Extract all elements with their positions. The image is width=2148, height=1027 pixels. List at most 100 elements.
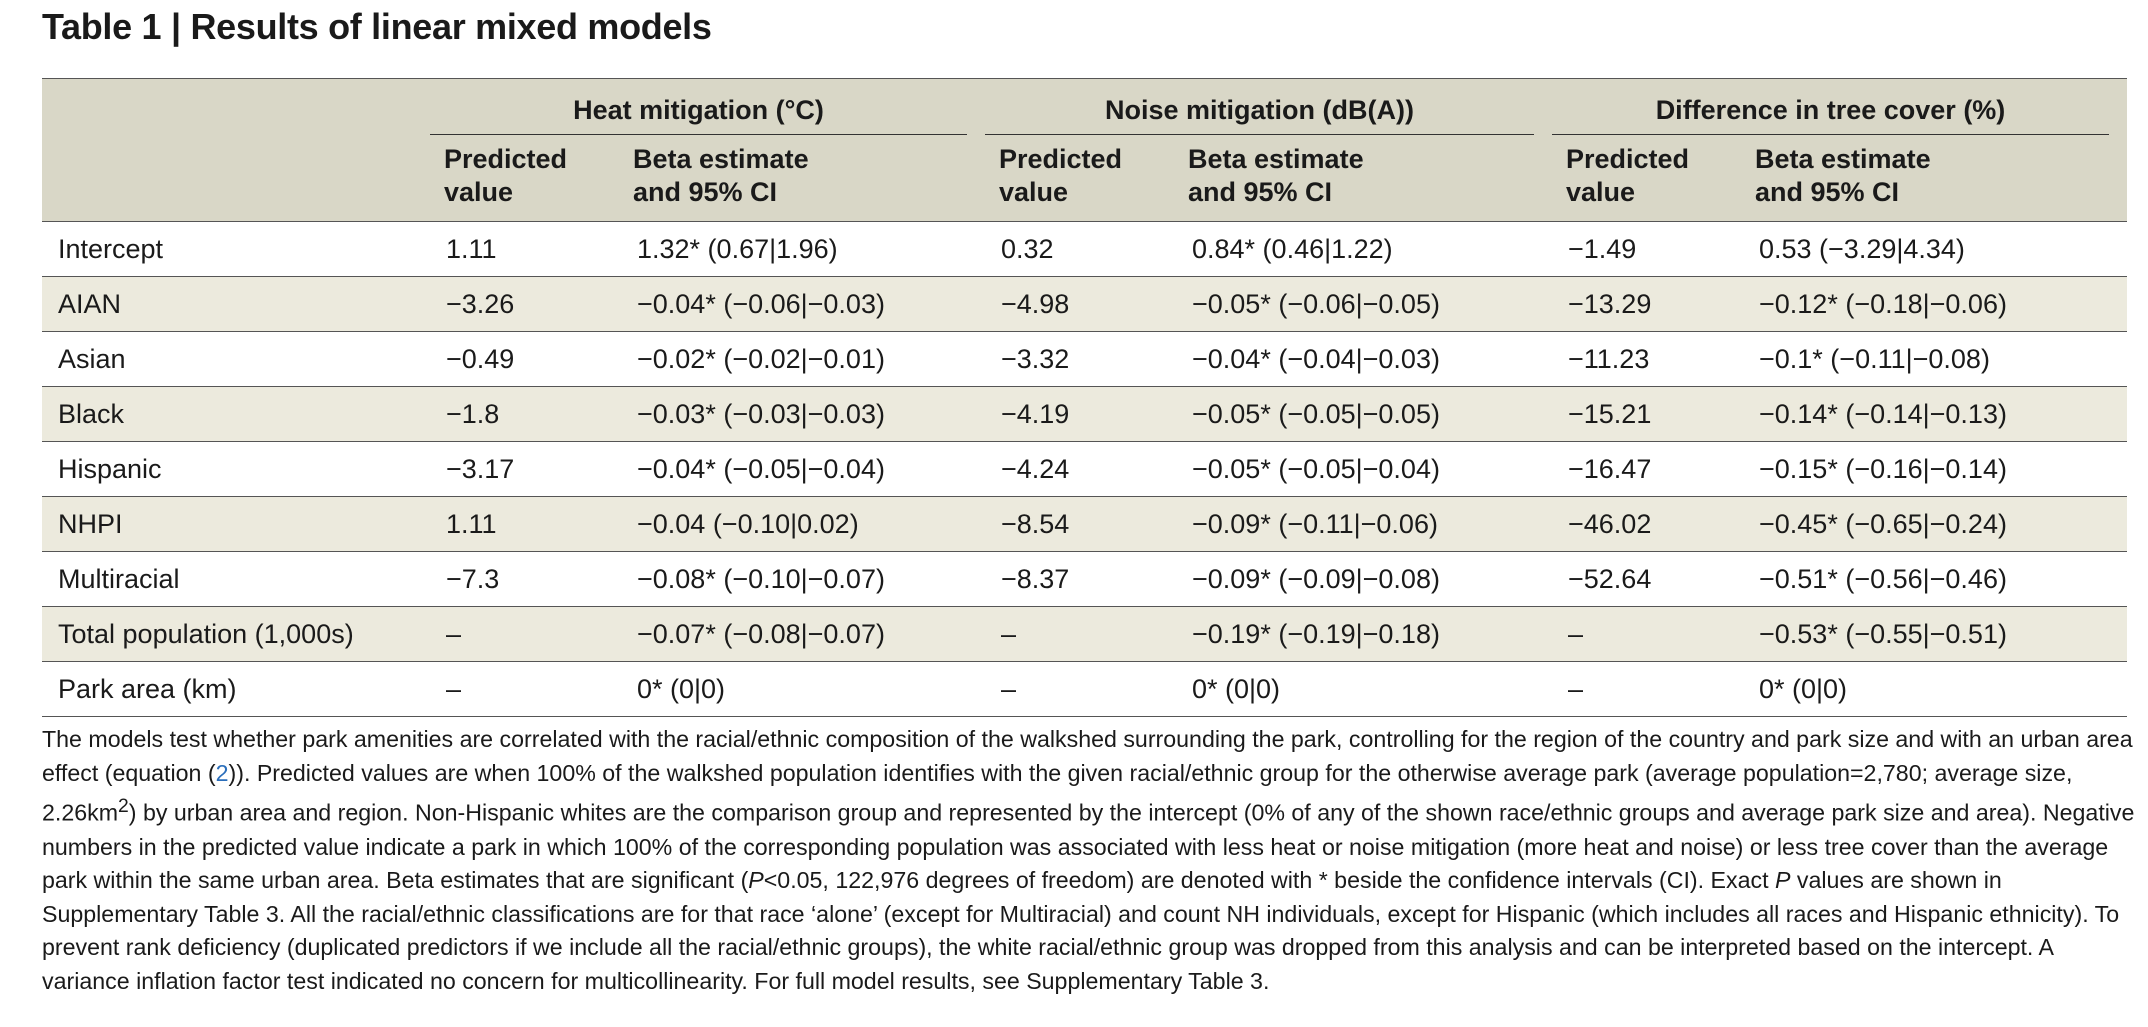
tree-predicted-cell: −52.64 (1568, 563, 1652, 594)
results-table: Heat mitigation (°C) Noise mitigation (d… (42, 78, 2127, 717)
noise-beta-cell: −0.09* (−0.11|−0.06) (1182, 496, 1552, 552)
tree-predicted-cell: – (1568, 673, 1584, 704)
footnote-text: The models test whether park amenities a… (42, 726, 2133, 786)
group-noise-mitigation: Noise mitigation (dB(A)) (985, 78, 1552, 135)
table-row: Black −1.8 −0.03* (−0.03|−0.03) −4.19 −0… (42, 386, 2127, 442)
group-header-row: Heat mitigation (°C) Noise mitigation (d… (42, 78, 2127, 135)
row-label: Intercept (58, 233, 164, 264)
heat-predicted-cell: −1.8 (430, 386, 627, 442)
row-label: AIAN (42, 276, 430, 332)
table-row: NHPI 1.11 −0.04 (−0.10|0.02) −8.54 −0.09… (42, 496, 2127, 552)
noise-beta-cell: −0.19* (−0.19|−0.18) (1182, 606, 1552, 662)
tree-predicted-cell: −46.02 (1552, 496, 1749, 552)
footnote-text: <0.05, 122,976 degrees of freedom) are d… (763, 867, 1775, 894)
heat-beta-cell: −0.08* (−0.10|−0.07) (637, 563, 885, 594)
noise-predicted-cell: −4.24 (1001, 453, 1070, 484)
noise-predicted-cell: – (1001, 673, 1017, 704)
heat-predicted-cell: −0.49 (446, 343, 515, 374)
header-corner (42, 78, 430, 135)
noise-predicted-cell: −4.19 (985, 386, 1182, 442)
noise-predicted-cell: −8.37 (1001, 563, 1070, 594)
subheader-row: Predicted value Beta estimate and 95% CI P… (42, 135, 2127, 222)
heat-beta-cell: −0.03* (−0.03|−0.03) (627, 386, 985, 442)
heat-beta-cell: −0.02* (−0.02|−0.01) (637, 343, 885, 374)
tree-beta-cell: −0.53* (−0.55|−0.51) (1749, 606, 2127, 662)
row-label: NHPI (42, 496, 430, 552)
subheader-line: Predicted (999, 144, 1123, 174)
group-label: Heat mitigation (°C) (430, 79, 967, 135)
subheader-beta-estimate: Beta estimate and 95% CI (1749, 135, 2127, 222)
heat-predicted-cell: – (430, 606, 627, 662)
noise-beta-cell: −0.05* (−0.05|−0.05) (1182, 386, 1552, 442)
noise-beta-cell: −0.04* (−0.04|−0.03) (1192, 343, 1440, 374)
tree-predicted-cell: −13.29 (1552, 276, 1749, 332)
subheader-line: and 95% CI (1755, 177, 1900, 207)
tree-predicted-cell: −16.47 (1568, 453, 1652, 484)
heat-predicted-cell: – (446, 673, 462, 704)
tree-beta-cell: −0.1* (−0.11|−0.08) (1759, 343, 1990, 374)
table-row: Multiracial −7.3 −0.08* (−0.10|−0.07) −8… (42, 551, 2127, 607)
heat-predicted-cell: −3.17 (446, 453, 515, 484)
tree-predicted-cell: −11.23 (1568, 343, 1650, 374)
noise-predicted-cell: – (985, 606, 1182, 662)
italic-p: P (1774, 867, 1791, 894)
noise-predicted-cell: −8.54 (985, 496, 1182, 552)
footnote-text: )). Predicted values are when 100% of th… (42, 759, 2073, 826)
table-header: Heat mitigation (°C) Noise mitigation (d… (42, 78, 2127, 222)
table-body: Intercept 1.11 1.32* (0.67|1.96) 0.32 0.… (42, 221, 2127, 717)
subheader-line: value (444, 177, 514, 207)
table-row: Park area (km) – 0* (0|0) – 0* (0|0) – 0… (42, 661, 2127, 717)
noise-beta-cell: 0.84* (0.46|1.22) (1192, 233, 1393, 264)
tree-beta-cell: 0* (0|0) (1759, 673, 1848, 704)
subheader-predicted-value: Predicted value (430, 135, 627, 222)
tree-predicted-cell: – (1552, 606, 1749, 662)
table-row: Asian −0.49 −0.02* (−0.02|−0.01) −3.32 −… (42, 331, 2127, 387)
noise-beta-cell: −0.05* (−0.06|−0.05) (1182, 276, 1552, 332)
table-row: Hispanic −3.17 −0.04* (−0.05|−0.04) −4.2… (42, 441, 2127, 497)
subheader-beta-estimate: Beta estimate and 95% CI (627, 135, 985, 222)
subheader-predicted-value: Predicted value (985, 135, 1182, 222)
heat-beta-cell: 1.32* (0.67|1.96) (637, 233, 838, 264)
heat-beta-cell: −0.07* (−0.08|−0.07) (627, 606, 985, 662)
tree-beta-cell: 0.53 (−3.29|4.34) (1759, 233, 1965, 264)
heat-predicted-cell: 1.11 (430, 496, 627, 552)
footnote-text: values are shown in Supplementary Table … (42, 867, 2120, 994)
row-label: Park area (km) (58, 673, 237, 704)
noise-predicted-cell: 0.32 (1001, 233, 1054, 264)
noise-predicted-cell: −4.98 (985, 276, 1182, 332)
row-label: Asian (58, 343, 126, 374)
row-label: Hispanic (58, 453, 162, 484)
tree-predicted-cell: −15.21 (1552, 386, 1749, 442)
subheader-predicted-value: Predicted value (1552, 135, 1749, 222)
footnote-text: ) by urban area and region. Non-Hispanic… (42, 799, 2135, 894)
heat-beta-cell: −0.04 (−0.10|0.02) (627, 496, 985, 552)
heat-predicted-cell: −3.26 (430, 276, 627, 332)
subheader-line: Beta estimate (1188, 144, 1364, 174)
tree-beta-cell: −0.45* (−0.65|−0.24) (1749, 496, 2127, 552)
table-row: Intercept 1.11 1.32* (0.67|1.96) 0.32 0.… (42, 221, 2127, 277)
group-tree-cover: Difference in tree cover (%) (1552, 78, 2127, 135)
row-label: Total population (1,000s) (42, 606, 430, 662)
tree-beta-cell: −0.12* (−0.18|−0.06) (1749, 276, 2127, 332)
noise-beta-cell: −0.09* (−0.09|−0.08) (1192, 563, 1440, 594)
italic-p: P (748, 867, 764, 894)
group-label: Difference in tree cover (%) (1552, 79, 2109, 135)
row-label: Black (42, 386, 430, 442)
tree-beta-cell: −0.15* (−0.16|−0.14) (1759, 453, 2007, 484)
subheader-line: and 95% CI (1188, 177, 1333, 207)
subheader-line: Beta estimate (633, 144, 809, 174)
superscript: 2 (118, 796, 129, 818)
tree-beta-cell: −0.14* (−0.14|−0.13) (1749, 386, 2127, 442)
heat-beta-cell: −0.04* (−0.05|−0.04) (637, 453, 885, 484)
table-row: AIAN −3.26 −0.04* (−0.06|−0.03) −4.98 −0… (42, 276, 2127, 332)
heat-predicted-cell: −7.3 (446, 563, 500, 594)
subheader-line: Predicted (1566, 144, 1690, 174)
subheader-line: and 95% CI (633, 177, 778, 207)
heat-beta-cell: 0* (0|0) (637, 673, 726, 704)
row-label: Multiracial (58, 563, 180, 594)
table-title: Table 1 | Results of linear mixed models (42, 6, 712, 47)
subheader-beta-estimate: Beta estimate and 95% CI (1182, 135, 1552, 222)
subheader-line: value (999, 177, 1069, 207)
heat-predicted-cell: 1.11 (446, 233, 497, 264)
equation-link[interactable]: 2 (215, 759, 229, 786)
